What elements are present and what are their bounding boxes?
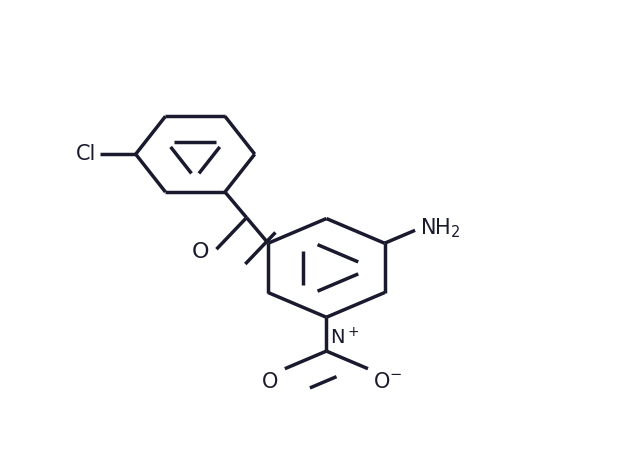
Text: Cl: Cl bbox=[76, 144, 97, 164]
Text: N$^+$: N$^+$ bbox=[330, 328, 359, 349]
Text: O$^{-}$: O$^{-}$ bbox=[373, 372, 403, 392]
Text: O: O bbox=[262, 372, 278, 392]
Text: NH$_2$: NH$_2$ bbox=[420, 217, 461, 240]
Text: O: O bbox=[191, 242, 209, 261]
